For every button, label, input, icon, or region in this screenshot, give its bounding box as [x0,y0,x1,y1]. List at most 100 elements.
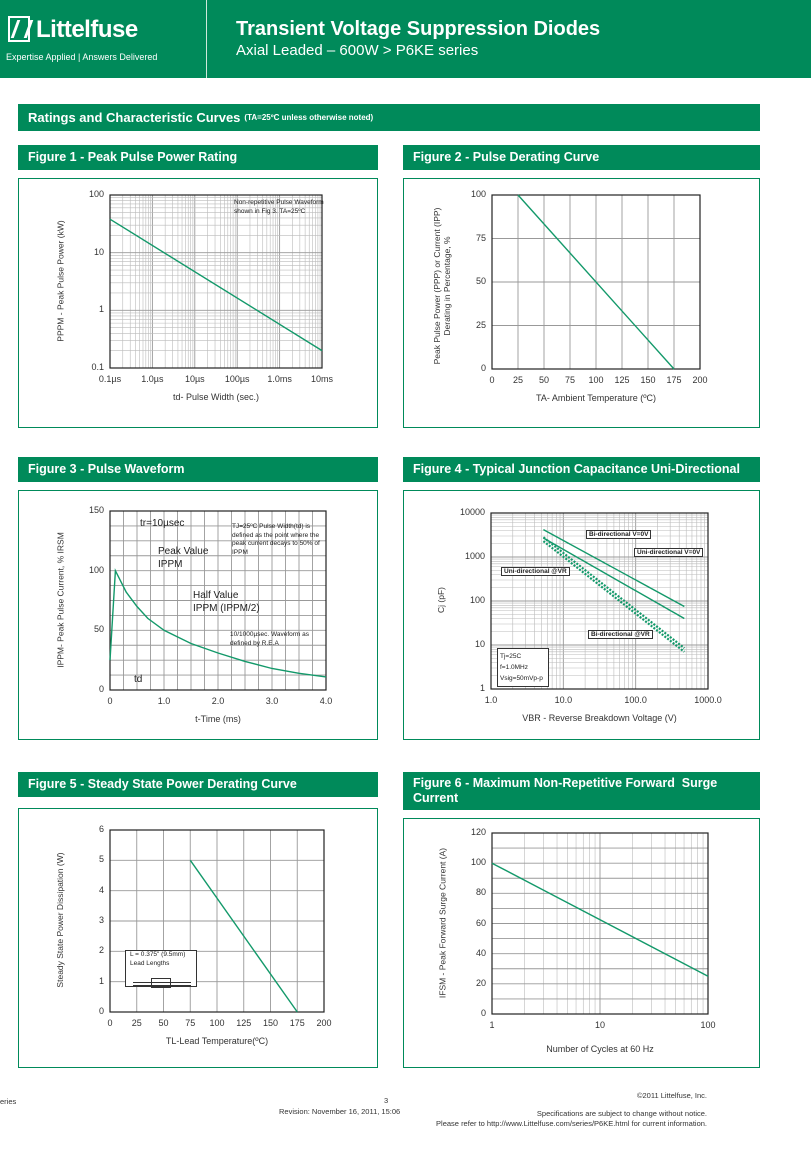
series-bi-directional-v-0v [543,528,685,608]
page-subtitle: Axial Leaded – 600W > P6KE series [236,42,479,59]
x-tick-label: 1.0ms [267,374,292,384]
y-tick-label: 0 [98,1006,104,1016]
fig3-rise-time: tr=10µsec [140,518,185,529]
y-tick-label: 0 [480,363,486,373]
series-derating [189,859,298,1013]
x-tick-label: 25 [512,375,523,385]
y-tick-label: 100 [470,189,486,199]
refer-notice[interactable]: Please refer to http://www.Littelfuse.co… [436,1119,707,1128]
x-tick-label: 50 [158,1018,169,1028]
fig3-peak-label: Peak Value [158,546,209,557]
fig5-lead-length: L = 0.375" (9.5mm) [130,951,186,958]
fig6-svg [491,832,709,1015]
y-tick-label: 60 [475,917,486,928]
brand-name: Littelfuse [36,16,138,43]
y-tick-label: 0 [480,1008,486,1018]
y-tick-label: 100 [470,857,486,868]
y-tick-label: 10 [93,246,104,257]
x-axis-label: t-Time (ms) [195,714,241,724]
plot-frame [490,512,709,690]
series-uni-directional-vr [542,540,685,653]
x-tick-label: 150 [640,375,656,385]
page-title: Transient Voltage Suppression Diodes [236,18,601,40]
y-axis-label: Cj (pF) [436,587,446,613]
x-tick-label: 200 [692,375,708,385]
series-bi-directional-vr [542,536,685,649]
page-number: 3 [384,1096,389,1105]
y-tick-label: 50 [93,624,104,635]
fig5-svg [109,829,325,1013]
fig5-lead-lengths-label: Lead Lengths [130,960,170,967]
y-tick-label: 1 [98,304,104,315]
fig2-panel [403,178,760,428]
footer-series: eries [0,1097,17,1106]
section-heading: Ratings and Characteristic Curves (TA=25º… [18,104,760,131]
x-tick-label: 125 [614,375,630,385]
fig1-annotation: Non-repetitive Pulse Waveform shown in F… [234,199,324,215]
series-surge-current [491,862,709,977]
fig3-conditions: TJ=25ºC Pulse Width(td) is defined as th… [232,523,320,556]
x-tick-label: 200 [316,1018,332,1028]
fig3-half-symbol: IPPM (IPPM/2) [193,603,260,614]
y-tick-label: 10000 [459,507,485,517]
y-axis-label: IFSM - Peak Forward Surge Current (A) [437,847,447,998]
plot-frame [491,832,709,1015]
section-note: (TA=25ºC unless otherwise noted) [244,113,374,122]
fig1-svg [109,194,323,369]
x-tick-label: 2.0 [211,696,225,706]
series-waveform [109,568,327,678]
y-tick-label: 40 [475,947,486,958]
y-tick-label: 0.1 [91,362,104,372]
fig3-title: Figure 3 - Pulse Waveform [18,457,378,482]
y-tick-label: 150 [88,505,104,515]
x-tick-label: 10ms [310,374,333,384]
fig5-plot [109,829,325,1013]
fig4-conditions: Tj=25C f=1.0MHz Vsig=50mVp-p [497,648,549,687]
fig5-panel [18,808,378,1068]
fig2-title: Figure 2 - Pulse Derating Curve [403,145,760,170]
y-tick-label: 120 [470,827,486,837]
diode-lead-icon [133,982,191,986]
x-tick-label: 175 [289,1018,305,1028]
plot-frame [109,829,325,1013]
fig3-panel [18,490,378,740]
x-tick-label: 50 [538,375,549,385]
fig6-panel [403,818,760,1068]
x-tick-label: 100 [700,1020,716,1030]
x-tick-label: 100µs [224,374,250,384]
plot-frame [109,510,327,691]
fig1-title: Figure 1 - Peak Pulse Power Rating [18,145,378,170]
x-axis-label: td- Pulse Width (sec.) [172,392,260,402]
fig4-callout-bi-vr: Bi-directional @VR [588,630,653,639]
fig5-title: Figure 5 - Steady State Power Derating C… [18,772,378,797]
y-tick-label: 1 [479,683,485,693]
spec-notice: Specifications are subject to change wit… [536,1109,707,1118]
fig5-lead-length-box [125,950,197,987]
y-axis-label: Peak Pulse Power (PPP) or Current (IPP) … [432,207,452,365]
tagline: Expertise Applied | Answers Delivered [6,52,158,62]
y-tick-label: 20 [475,977,486,988]
x-axis-label: VBR - Reverse Breakdown Voltage (V) [522,713,677,723]
y-tick-label: 6 [98,824,104,834]
x-tick-label: 3.0 [265,696,279,706]
y-tick-label: 0 [98,684,104,694]
fig1-plot [109,194,323,369]
x-tick-label: 1.0 [484,695,498,705]
y-tick-label: 75 [475,232,486,243]
revision-date: Revision: November 16, 2011, 15:06 [279,1107,401,1116]
x-tick-label: 100 [209,1018,225,1028]
fig4-panel [403,490,760,740]
y-tick-label: 4 [98,884,104,895]
section-title: Ratings and Characteristic Curves [28,110,241,125]
diode-body-icon [151,978,171,988]
fig4-callout-uni-0v: Uni-directional V=0V [634,548,704,557]
x-tick-label: 25 [131,1018,142,1028]
plot-frame [109,194,323,369]
y-tick-label: 10 [474,639,485,649]
y-tick-label: 100 [88,189,104,199]
x-tick-label: 100.0 [624,695,647,705]
plot-frame [491,194,701,370]
x-tick-label: 75 [185,1018,196,1028]
x-tick-label: 125 [236,1018,252,1028]
x-tick-label: 10µs [184,374,205,384]
